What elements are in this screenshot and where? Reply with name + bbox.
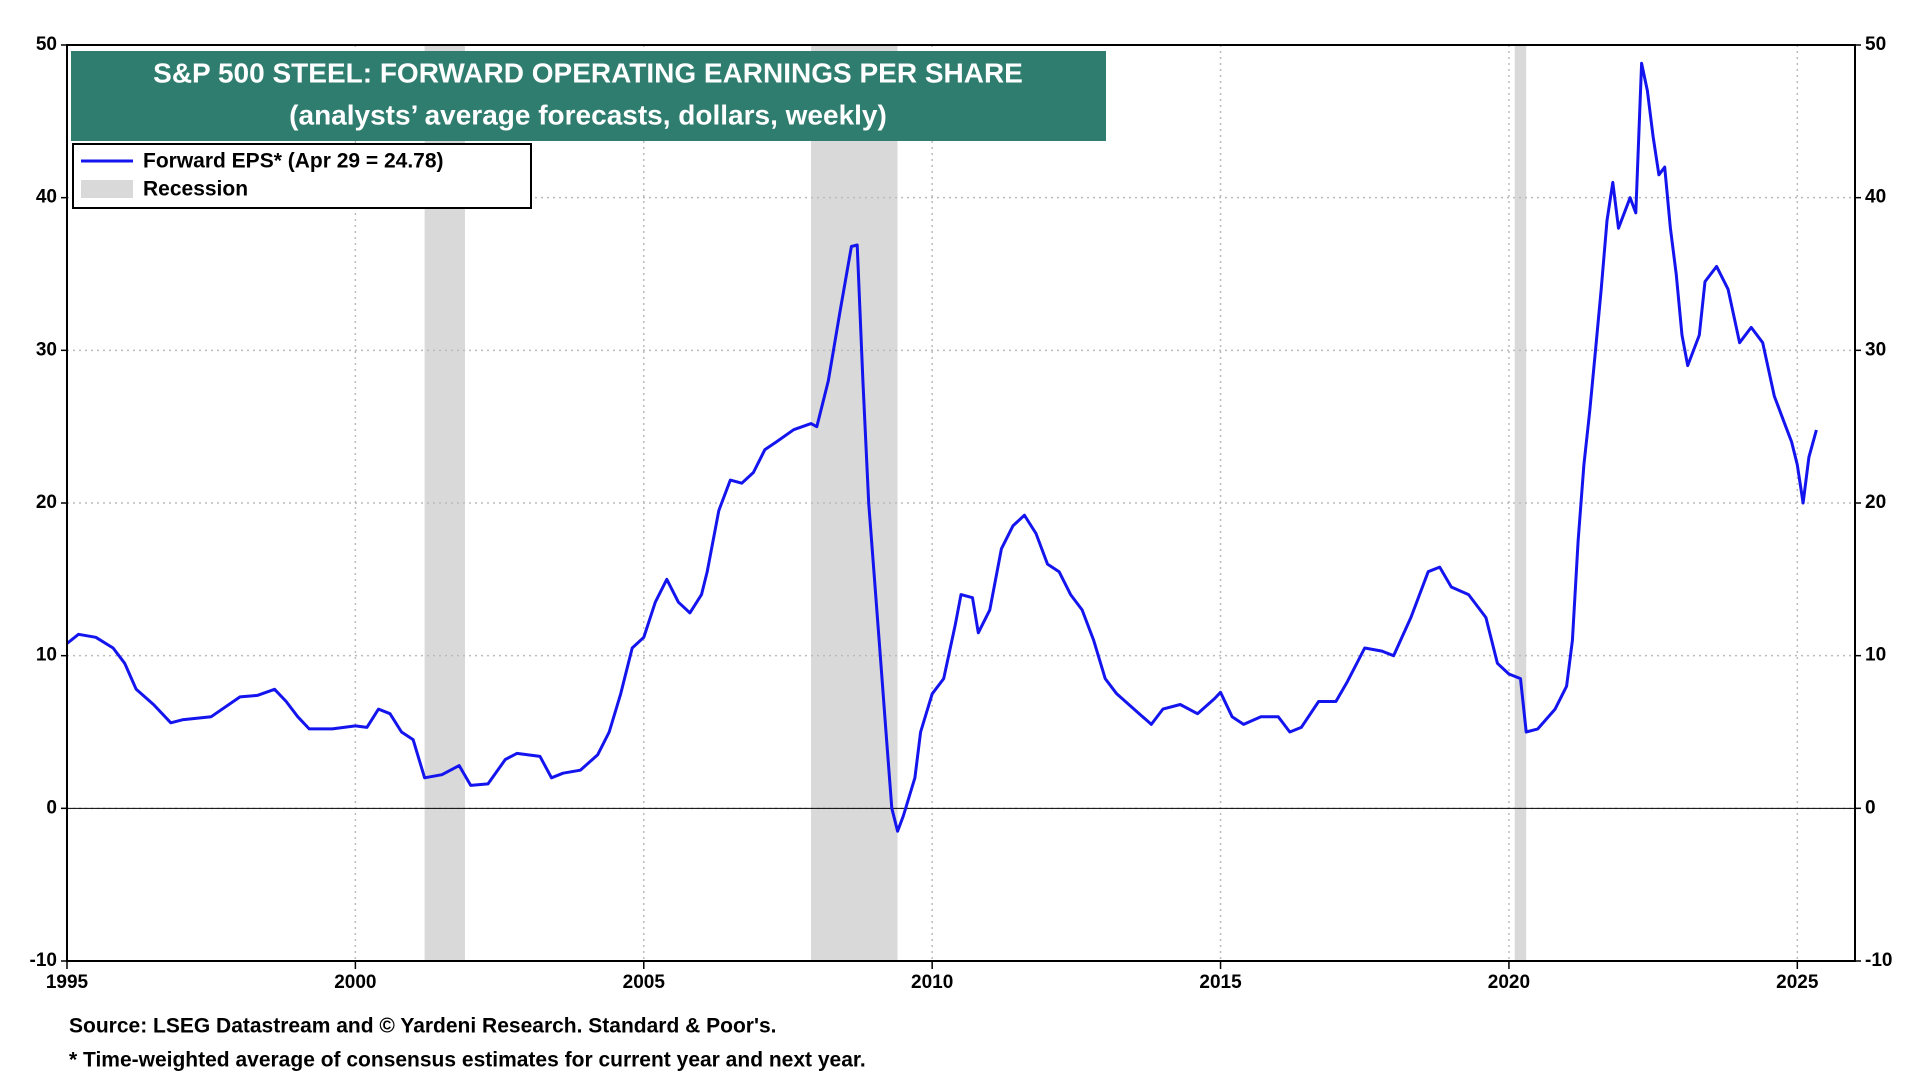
y-tick-label: 0 bbox=[46, 797, 57, 818]
x-tick-label: 2005 bbox=[623, 972, 666, 993]
y-tick-label: 10 bbox=[36, 645, 57, 666]
legend-label: Forward EPS* (Apr 29 = 24.78) bbox=[143, 150, 444, 173]
chart-title: S&P 500 STEEL: FORWARD OPERATING EARNING… bbox=[153, 57, 1023, 88]
x-tick-label: 2020 bbox=[1488, 972, 1530, 993]
footnote: * Time-weighted average of consensus est… bbox=[69, 1049, 866, 1072]
footnote: Source: LSEG Datastream and © Yardeni Re… bbox=[69, 1015, 776, 1038]
x-tick-label: 2000 bbox=[334, 972, 376, 993]
legend-swatch-recession bbox=[81, 180, 133, 198]
y2-tick-label: 0 bbox=[1865, 797, 1876, 818]
x-tick-label: 2010 bbox=[911, 972, 953, 993]
y-tick-label: 20 bbox=[36, 492, 57, 513]
legend-label: Recession bbox=[143, 178, 248, 201]
y-tick-label: 30 bbox=[36, 339, 57, 360]
x-tick-label: 2025 bbox=[1776, 972, 1819, 993]
x-tick-label: 2015 bbox=[1199, 972, 1242, 993]
legend-box bbox=[72, 143, 532, 209]
y2-tick-label: 30 bbox=[1865, 339, 1886, 360]
chart-subtitle: (analysts’ average forecasts, dollars, w… bbox=[289, 99, 887, 130]
y-tick-label: 40 bbox=[36, 187, 57, 208]
eps-line bbox=[66, 61, 1818, 833]
y-tick-label: 50 bbox=[36, 34, 57, 55]
x-tick-label: 1995 bbox=[46, 972, 89, 993]
y2-tick-label: 20 bbox=[1865, 492, 1886, 513]
y-tick-label: -10 bbox=[30, 950, 57, 971]
plot-frame bbox=[66, 44, 1856, 962]
title-box bbox=[71, 51, 1106, 141]
y2-tick-label: -10 bbox=[1865, 950, 1892, 971]
y2-tick-label: 40 bbox=[1865, 187, 1886, 208]
y2-tick-label: 50 bbox=[1865, 34, 1886, 55]
y2-tick-label: 10 bbox=[1865, 645, 1886, 666]
